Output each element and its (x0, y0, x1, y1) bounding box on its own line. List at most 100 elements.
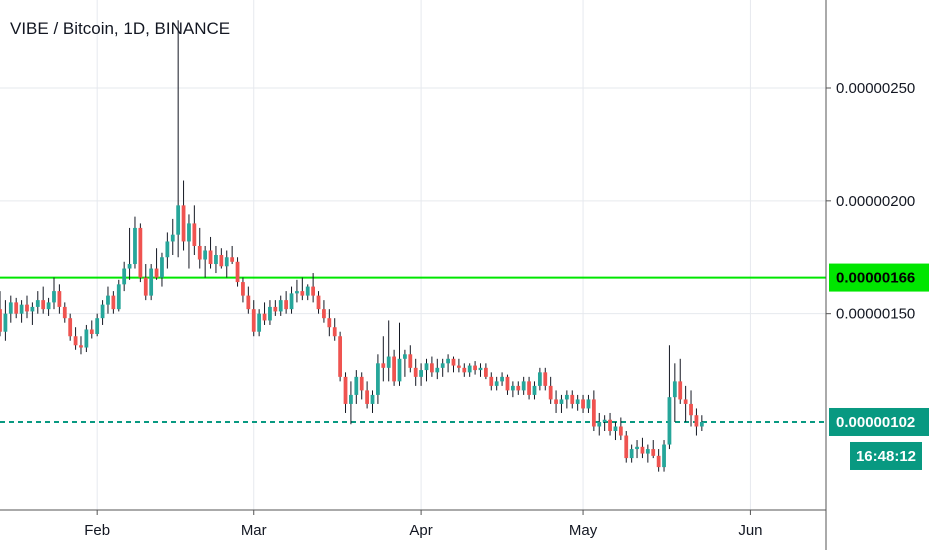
candle-down (143, 277, 148, 296)
time-axis[interactable]: Feb Mar Apr May Jun (84, 510, 763, 539)
grid (0, 0, 826, 510)
candle-up (170, 234, 175, 242)
candle-up (160, 257, 164, 278)
candle-up (19, 304, 24, 314)
candle-down (505, 376, 510, 391)
candle-up (149, 268, 154, 296)
candle-down (192, 223, 197, 246)
candle-up (667, 397, 672, 445)
y-tick-label: 0.00000150 (836, 306, 915, 323)
candle-down (89, 329, 94, 334)
candle-down (235, 261, 240, 283)
candle-up (349, 394, 353, 404)
candle-up (500, 376, 504, 382)
price-axis[interactable]: 0.00000250 0.00000200 0.00000150 (826, 80, 915, 323)
candle-down (689, 403, 693, 416)
candle-up (635, 446, 639, 450)
candle-down (381, 363, 386, 368)
candle-up (564, 394, 569, 400)
candle-down (41, 300, 46, 310)
candle-up (127, 264, 132, 269)
candle-down (230, 257, 235, 262)
candle-down (462, 367, 467, 373)
candle-up (537, 372, 542, 386)
candle-up (305, 286, 310, 296)
candle-down (451, 358, 456, 366)
candle-up (278, 300, 283, 312)
candle-down (338, 336, 343, 377)
candle-down (543, 372, 548, 386)
candle-up (224, 257, 229, 267)
candle-up (559, 399, 564, 404)
candle-down (241, 282, 245, 296)
x-tick-label: Apr (409, 522, 432, 539)
candle-down (197, 245, 202, 260)
candle-up (478, 367, 483, 371)
candle-up (435, 367, 440, 373)
candlestick-series[interactable] (0, 20, 704, 472)
candle-up (30, 306, 35, 312)
price-badge-label: 0.00000102 (836, 414, 915, 431)
candle-down (316, 295, 321, 310)
candle-up (46, 302, 51, 310)
countdown-badge-label: 16:48:12 (856, 448, 916, 465)
candle-down (651, 449, 656, 456)
candle-up (602, 419, 607, 422)
candle-up (386, 356, 391, 368)
candle-down (343, 376, 348, 404)
candle-up (370, 394, 375, 404)
price-badge (829, 407, 929, 436)
candle-up (424, 363, 429, 371)
candle-down (456, 365, 461, 368)
candle-up (354, 376, 359, 395)
candle-up (35, 300, 40, 307)
candle-down (624, 435, 629, 459)
candle-down (311, 286, 316, 296)
candle-down (430, 363, 434, 373)
price-badges: 0.00000166 0.00000102 16:48:12 (829, 263, 929, 470)
candle-down (62, 306, 67, 319)
candle-up (662, 444, 666, 468)
candle-down (640, 446, 645, 454)
candle-down (246, 295, 251, 310)
resistance-badge-label: 0.00000166 (836, 270, 915, 287)
candle-down (138, 227, 143, 278)
candle-down (656, 455, 661, 468)
candle-down (591, 399, 596, 427)
candle-up (521, 381, 526, 391)
candle-up (133, 227, 137, 265)
candle-up (419, 370, 423, 377)
x-tick-label: Feb (84, 522, 110, 539)
candle-up (100, 304, 105, 319)
candle-up (403, 354, 407, 359)
candle-up (510, 385, 515, 391)
candle-down (548, 385, 553, 400)
candle-down (359, 376, 364, 391)
candle-down (489, 376, 494, 386)
horizontal-levels (0, 276, 826, 423)
candle-up (672, 381, 677, 398)
candle-down (181, 205, 186, 242)
candle-up (397, 358, 402, 382)
candle-down (618, 426, 623, 436)
candle-down (683, 399, 688, 404)
candle-up (376, 363, 380, 395)
candle-down (413, 367, 418, 377)
candle-down (570, 394, 575, 404)
candle-down (332, 327, 337, 337)
candle-down (300, 291, 305, 296)
candle-up (440, 363, 445, 368)
candle-up (8, 302, 13, 314)
candle-down (219, 255, 224, 267)
candle-down (57, 291, 62, 307)
candle-up (203, 250, 208, 260)
candle-up (295, 291, 299, 294)
candle-up (95, 318, 100, 334)
candle-up (257, 313, 262, 332)
candle-up (699, 421, 704, 427)
candle-down (516, 385, 521, 391)
x-tick-label: Mar (241, 522, 267, 539)
candle-up (116, 284, 121, 310)
candle-down (111, 295, 116, 310)
candle-down (68, 318, 73, 337)
